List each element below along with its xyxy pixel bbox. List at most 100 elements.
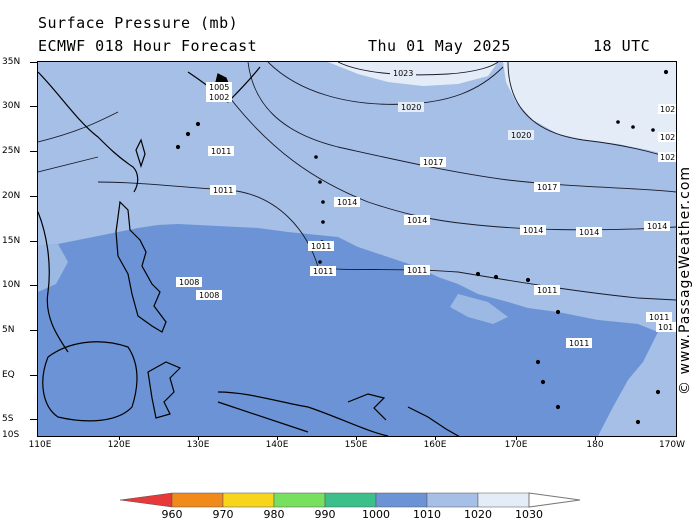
colorbar-label-1010: 1010 (413, 508, 441, 521)
isobar-1020-east (507, 62, 676, 161)
pressure-map-svg: 1023 1020 1020 1017 1017 1014 1014 1014 … (38, 62, 676, 436)
land-solomons (407, 406, 460, 436)
land-china-coast (38, 71, 139, 193)
contour-label: 1011 (213, 186, 233, 195)
land-island (635, 419, 641, 425)
land-island (555, 404, 561, 410)
contour-label: 1014 (647, 222, 667, 231)
contour-label: 1014 (523, 226, 543, 235)
lon-tick (119, 436, 120, 440)
colorbar-swatch-1000 (324, 492, 377, 508)
isobar-1023 (337, 62, 499, 76)
lon-label-120e: 120E (107, 440, 131, 450)
lat-label-eq: EQ (2, 370, 15, 380)
lat-tick (30, 196, 37, 197)
contour-label: 1014 (407, 216, 427, 225)
colorbar-label-990: 990 (314, 508, 336, 521)
land-philippines (115, 200, 167, 333)
colorbar-swatch-1020 (426, 492, 479, 508)
land-island (540, 379, 546, 385)
land-island (314, 155, 318, 159)
lat-label-10s: 10S (2, 430, 20, 440)
land-island (655, 389, 661, 395)
contour-label: 102 (660, 105, 675, 114)
contour-label: 1011 (569, 339, 589, 348)
chart-title: Surface Pressure (mb) (38, 14, 239, 32)
land-island (493, 274, 499, 280)
land-island (475, 271, 481, 277)
contour-label: 102 (660, 133, 675, 142)
lat-tick (30, 151, 37, 152)
contour-label: 1020 (511, 131, 531, 140)
forecast-date: Thu 01 May 2025 (368, 37, 511, 55)
lat-tick (30, 285, 37, 286)
lat-label-5n: 5N (2, 325, 15, 335)
colorbar-label-970: 970 (212, 508, 234, 521)
lon-tick (516, 436, 517, 440)
contour-label: 1002 (209, 93, 229, 102)
contour-label: 101 (658, 323, 673, 332)
lat-label-20n: 20N (2, 191, 21, 201)
fill-1010-1020 (38, 62, 676, 436)
contour-label: 1023 (393, 69, 413, 78)
contour-label: 1014 (337, 198, 357, 207)
credit-watermark: © www.PassageWeather.com (677, 165, 693, 395)
lon-tick (595, 436, 596, 440)
land-island (318, 180, 322, 184)
colorbar-swatch-1010 (375, 492, 428, 508)
contour-label: 1017 (423, 158, 443, 167)
lon-tick (356, 436, 357, 440)
contour-label: 1011 (649, 313, 669, 322)
fill-1020-1030 (503, 62, 676, 157)
contour-label: 1020 (401, 103, 421, 112)
lon-label-160e: 160E (423, 440, 447, 450)
land-island (525, 277, 531, 283)
pressure-map[interactable]: 1023 1020 1020 1017 1017 1014 1014 1014 … (37, 61, 677, 437)
contour-label: 1017 (537, 183, 557, 192)
land-island (616, 120, 620, 124)
lat-label-35n: 35N (2, 57, 21, 67)
lat-label-5s: 5S (2, 414, 14, 424)
colorbar-swatch-over (528, 492, 581, 508)
lon-label-130e: 130E (186, 440, 210, 450)
land-indochina (38, 211, 69, 353)
lon-tick (277, 436, 278, 440)
land-island (631, 125, 635, 129)
isobar-1014-west (38, 111, 119, 143)
contour-label: 1011 (311, 242, 331, 251)
land-island (663, 69, 669, 75)
lat-label-30n: 30N (2, 101, 21, 111)
colorbar-label-1030: 1030 (515, 508, 543, 521)
contour-label: 1008 (199, 291, 219, 300)
colorbar-swatch-970 (171, 492, 224, 508)
lat-tick (30, 330, 37, 331)
lat-label-25n: 25N (2, 146, 21, 156)
land-ryukyu (195, 121, 201, 127)
land-borneo (42, 341, 138, 422)
land-island (555, 309, 561, 315)
lon-label-170e: 170E (504, 440, 528, 450)
pressure-colorbar (119, 492, 581, 508)
lat-label-15n: 15N (2, 236, 21, 246)
land-solomons (347, 393, 387, 421)
lat-tick (30, 106, 37, 107)
colorbar-label-1000: 1000 (362, 508, 390, 521)
colorbar-swatch-960 (119, 492, 173, 508)
contour-label: 1011 (537, 286, 557, 295)
land-taiwan (135, 138, 146, 168)
land-new-guinea (217, 391, 389, 436)
contour-label: 1008 (179, 278, 199, 287)
colorbar-swatch-980 (222, 492, 275, 508)
land-island (321, 220, 325, 224)
fill-1010-1020 (450, 294, 508, 324)
lat-tick (30, 62, 37, 63)
forecast-time: 18 UTC (593, 37, 651, 55)
contour-label: 1011 (211, 147, 231, 156)
land-island (318, 260, 322, 264)
colorbar-label-980: 980 (263, 508, 285, 521)
lon-tick (198, 436, 199, 440)
lat-tick (30, 419, 37, 420)
fill-1010-1020 (38, 244, 68, 292)
land-sulawesi (147, 361, 182, 419)
contour-label: 1011 (407, 266, 427, 275)
